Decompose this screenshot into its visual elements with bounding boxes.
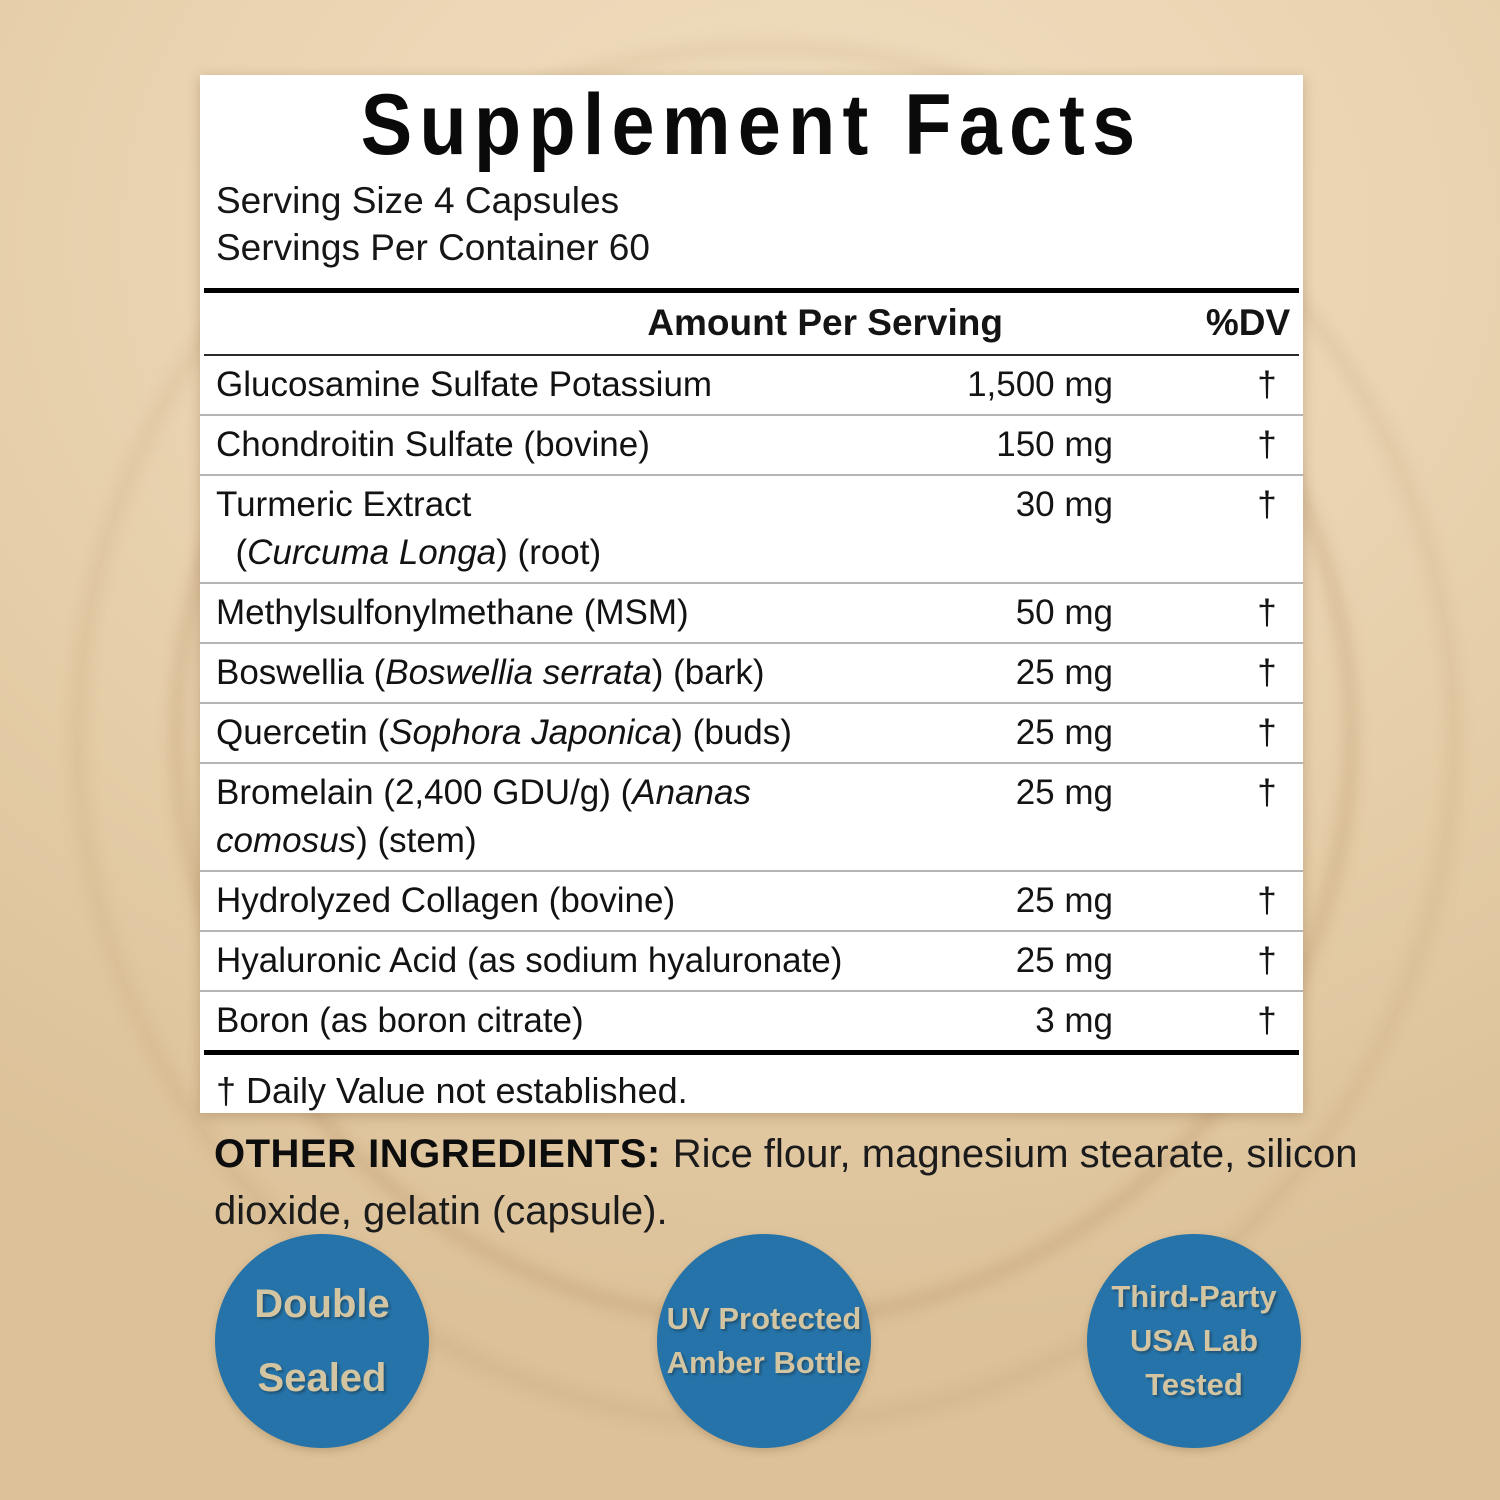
ingredient-name: Chondroitin Sulfate (bovine) [216, 425, 650, 464]
table-row: Chondroitin Sulfate (bovine) 150 mg † [200, 414, 1303, 474]
amount-value: 25 mg [1015, 881, 1113, 920]
table-row: Boswellia (Boswellia serrata) (bark) 25 m… [200, 642, 1303, 702]
amount-value: 25 mg [1015, 653, 1113, 692]
table-row: Boron (as boron citrate) 3 mg † [200, 990, 1303, 1050]
ingredient-name: Turmeric Extract (Curcuma Longa) (root) [216, 485, 602, 572]
amount-value: 25 mg [1015, 941, 1113, 980]
other-ingredients-text: Rice flour, magnesium stearate, silicon … [214, 1132, 1358, 1233]
other-ingredients: OTHER INGREDIENTS: Rice flour, magnesium … [214, 1126, 1359, 1240]
dv-value: † [1257, 941, 1277, 980]
table-row: Bromelain (2,400 GDU/g) (Ananas comosus) … [200, 762, 1303, 870]
dv-value: † [1257, 1001, 1277, 1040]
double-sealed-badge: Double Sealed [215, 1234, 429, 1448]
badge-text-line: Amber Bottle [666, 1345, 862, 1380]
amount-value: 150 mg [996, 425, 1113, 464]
badge-text-line: USA Lab [1129, 1322, 1259, 1358]
amount-value: 1,500 mg [967, 365, 1113, 404]
table-row: Glucosamine Sulfate Potassium 1,500 mg † [200, 356, 1303, 414]
dv-value: † [1257, 593, 1277, 632]
amount-value: 25 mg [1015, 773, 1113, 812]
amount-value: 50 mg [1015, 593, 1113, 632]
uv-protected-amber-bottle-badge: UV Protected Amber Bottle [657, 1234, 871, 1448]
other-ingredients-label: OTHER INGREDIENTS: [214, 1132, 661, 1176]
amount-value: 25 mg [1015, 713, 1113, 752]
column-header-amount: Amount Per Serving [647, 302, 1003, 343]
ingredient-name: Quercetin (Sophora Japonica) (buds) [216, 713, 792, 752]
dv-value: † [1257, 773, 1277, 812]
dv-value: † [1257, 713, 1277, 752]
table-row: Quercetin (Sophora Japonica) (buds) 25 mg… [200, 702, 1303, 762]
badge-text-line: Sealed [257, 1356, 387, 1400]
ingredient-name: Hyaluronic Acid (as sodium hyaluronate) [216, 941, 843, 980]
badge-text-line: Third-Party [1111, 1278, 1277, 1314]
table-row: Hyaluronic Acid (as sodium hyaluronate) 2… [200, 930, 1303, 990]
dv-value: † [1257, 365, 1277, 404]
amount-value: 3 mg [1035, 1001, 1113, 1040]
dv-value: † [1257, 653, 1277, 692]
facts-rows: Glucosamine Sulfate Potassium 1,500 mg † Ch… [200, 356, 1303, 1050]
serving-info: Serving Size 4 Capsules Servings Per Con… [200, 177, 1303, 271]
divider-thick-bottom [204, 1050, 1299, 1055]
footnote: † Daily Value not established. [216, 1070, 688, 1111]
badge-text-line: UV Protected [666, 1300, 862, 1336]
dv-value: † [1257, 425, 1277, 464]
table-row: Methylsulfonylmethane (MSM) 50 mg † [200, 582, 1303, 642]
table-row: Hydrolyzed Collagen (bovine) 25 mg † [200, 870, 1303, 930]
ingredient-name: Boswellia (Boswellia serrata) (bark) [216, 653, 765, 692]
facts-header-row: Amount Per Serving %DV [200, 293, 1303, 354]
table-row: Turmeric Extract (Curcuma Longa) (root) 3… [200, 474, 1303, 582]
ingredient-name: Hydrolyzed Collagen (bovine) [216, 881, 676, 920]
ingredient-name: Boron (as boron citrate) [216, 1001, 584, 1040]
dv-value: † [1257, 485, 1277, 524]
ingredient-name: Bromelain (2,400 GDU/g) (Ananas comosus) … [216, 773, 751, 860]
third-party-usa-lab-tested-badge: Third-Party USA Lab Tested [1087, 1234, 1301, 1448]
badge-text-line: Tested [1145, 1367, 1243, 1402]
divider-header [204, 354, 1299, 356]
ingredient-name: Methylsulfonylmethane (MSM) [216, 593, 689, 632]
divider-thick-top [204, 288, 1299, 293]
badge-text-line: Double [254, 1282, 390, 1326]
column-header-dv: %DV [1205, 302, 1291, 343]
serving-size-line: Serving Size 4 Capsules [216, 180, 620, 221]
dv-value: † [1257, 881, 1277, 920]
servings-per-container-line: Servings Per Container 60 [216, 227, 650, 268]
ingredient-name: Glucosamine Sulfate Potassium [216, 365, 713, 404]
amount-value: 30 mg [1015, 485, 1113, 524]
panel-title: Supplement Facts [360, 77, 1143, 173]
supplement-facts-panel: Supplement Facts Serving Size 4 Capsules… [200, 75, 1303, 1113]
